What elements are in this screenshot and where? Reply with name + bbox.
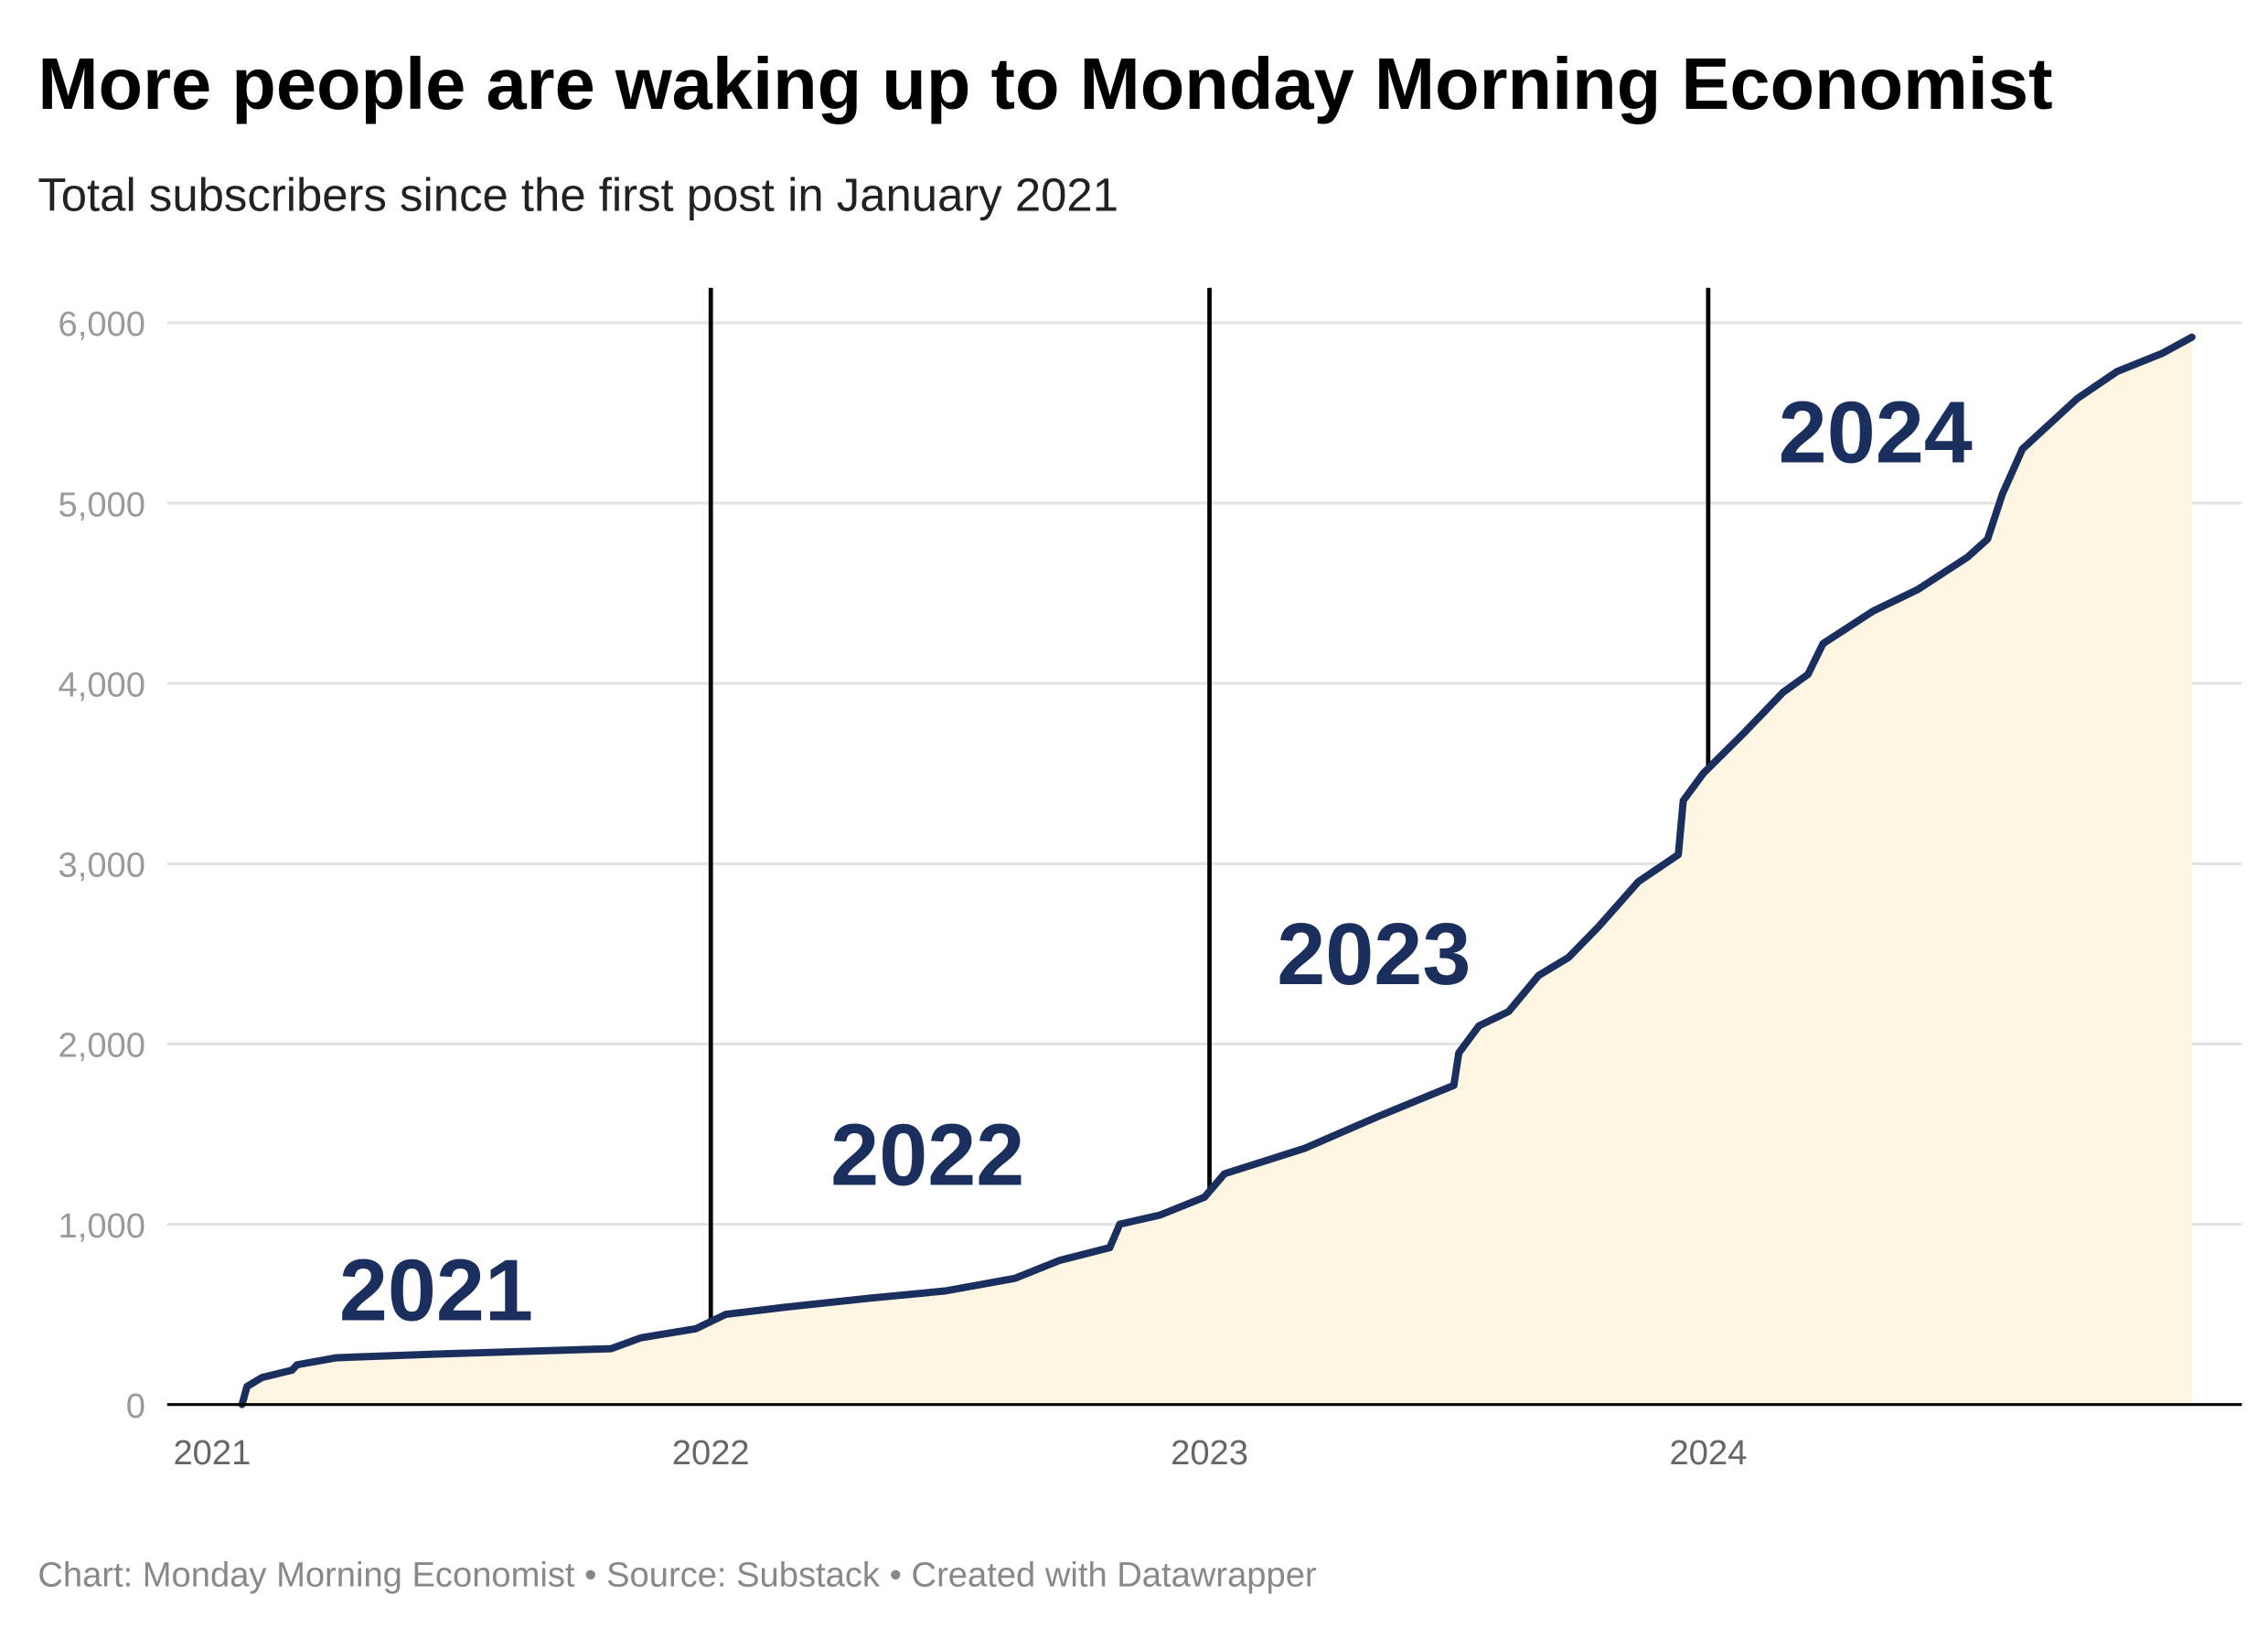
annotation: 2023 (1277, 906, 1471, 1003)
y-tick-label: 1,000 (59, 1206, 145, 1246)
chart-subtitle: Total subscribers since the first post i… (37, 169, 1118, 221)
y-tick-label: 3,000 (59, 846, 145, 885)
y-tick-label: 6,000 (59, 305, 145, 344)
chart-title: More people are waking up to Monday Morn… (37, 43, 2052, 124)
chart-footer: Chart: Monday Morning Economist • Source… (37, 1555, 1317, 1594)
line (238, 333, 2196, 1408)
x-tick-label: 2021 (173, 1433, 251, 1473)
x-tick-label: 2023 (1171, 1433, 1248, 1473)
x-tick-label: 2024 (1669, 1433, 1747, 1473)
y-tick-label: 4,000 (59, 665, 145, 704)
y-tick-label: 2,000 (59, 1026, 145, 1066)
annotation: 2024 (1779, 385, 1973, 482)
y-tick-label: 0 (126, 1387, 145, 1426)
area (241, 337, 2192, 1405)
annotation: 2021 (339, 1242, 533, 1339)
y-tick-label: 5,000 (59, 485, 145, 524)
x-tick-label: 2022 (672, 1433, 750, 1473)
annotation: 2022 (830, 1108, 1024, 1205)
